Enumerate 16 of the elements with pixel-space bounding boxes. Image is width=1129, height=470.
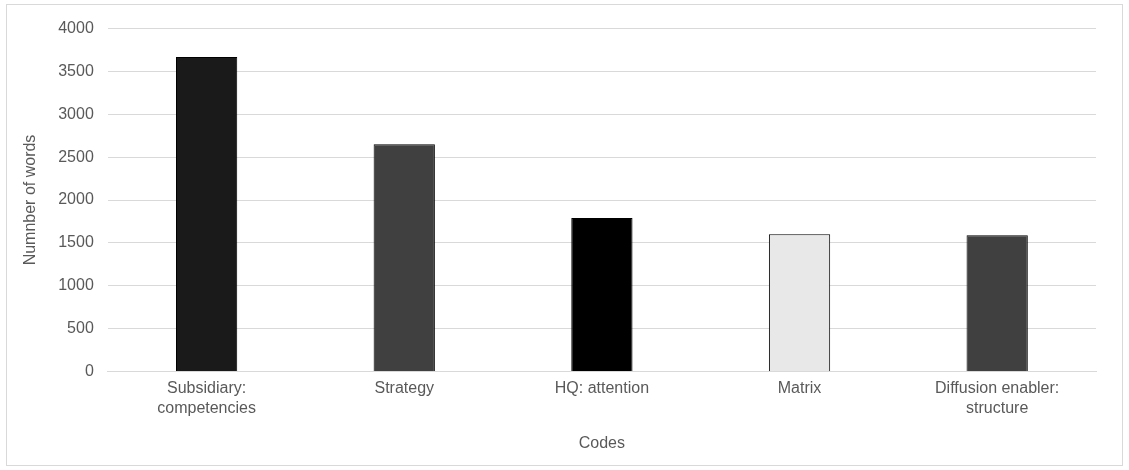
y-tick-label: 500 — [67, 318, 94, 336]
x-tick-label: Subsidiary: competencies — [157, 379, 256, 416]
x-axis-title: Codes — [578, 433, 626, 451]
x-tick-label: Diffusion enabler: structure — [935, 379, 1060, 416]
y-tick-label: 3500 — [58, 61, 94, 79]
y-tick-label: 2000 — [58, 190, 94, 208]
y-tick-label: 2500 — [58, 147, 94, 165]
y-tick-label: 3000 — [58, 104, 94, 122]
y-tick-label: 1500 — [58, 233, 94, 251]
y-axis-title: Numnber of words — [21, 134, 39, 266]
y-tick-label: 1000 — [58, 276, 94, 294]
y-tick-label: 0 — [84, 361, 94, 379]
x-tick-label: HQ: attention — [554, 379, 650, 397]
y-tick-label: 4000 — [58, 19, 94, 37]
x-tick-label: Strategy — [374, 379, 435, 397]
x-tick-label: Matrix — [777, 379, 822, 397]
